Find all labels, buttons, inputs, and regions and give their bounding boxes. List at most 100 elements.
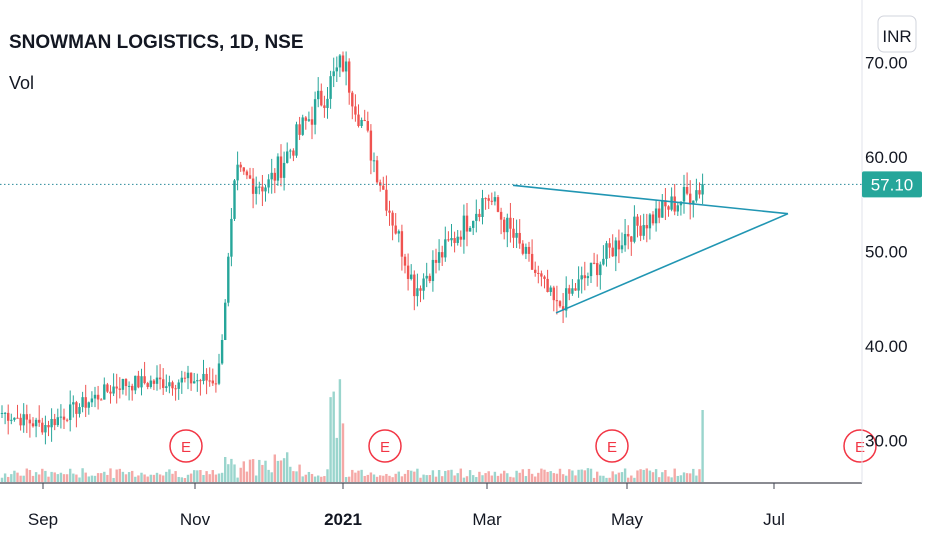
price-axis: 70.00 60.00 50.00 40.00 30.00 [865, 54, 908, 451]
volume-bar [100, 473, 103, 482]
volume-bar [555, 473, 559, 482]
volume-bar [586, 468, 590, 482]
volume-bar [344, 477, 348, 482]
candle-body [701, 184, 704, 195]
candle-body [109, 391, 112, 394]
volume-bar [242, 461, 245, 482]
chart-title: SNOWMAN LOGISTICS, 1D, NSE [9, 32, 304, 53]
volume-bar [468, 470, 472, 482]
volume-bar [332, 391, 335, 482]
volume-bar [69, 468, 72, 482]
candle-body [84, 397, 87, 408]
volume-bar [199, 470, 202, 482]
volume-bar [645, 468, 648, 482]
candle-body [459, 236, 462, 240]
volume-bar [149, 474, 152, 482]
volume-bar [481, 475, 484, 482]
volume-bar [695, 475, 698, 482]
volume-bar [602, 475, 605, 482]
volume-bar [633, 477, 636, 482]
volume-bar [270, 472, 273, 482]
volume-bar [78, 477, 81, 482]
candle-body [44, 425, 47, 433]
candle-body [664, 200, 667, 207]
candle-body [189, 372, 193, 384]
candle-body [372, 160, 376, 162]
volume-bar [304, 474, 307, 482]
price-tick-label: 70.00 [865, 54, 908, 73]
volume-bar [447, 470, 450, 482]
candle-body [298, 124, 301, 135]
volume-bar [363, 475, 366, 482]
volume-bar [537, 472, 540, 482]
candle-body [487, 198, 490, 201]
volume-bar [475, 477, 478, 482]
volume-bar [289, 466, 292, 482]
candle-body [661, 200, 664, 218]
candle-body [552, 287, 555, 301]
candle-body [59, 416, 63, 418]
candle-body [289, 150, 292, 152]
volume-bar [217, 473, 221, 482]
volume-bar [410, 470, 413, 482]
volume-bar [357, 470, 360, 482]
candle-body [385, 189, 388, 211]
candle-body [537, 272, 540, 274]
candle-body [441, 252, 444, 258]
candle-body [261, 186, 264, 192]
volume-bar [292, 471, 295, 482]
volume-bar [493, 471, 497, 482]
volume-bar [313, 476, 317, 482]
volume-bar [118, 468, 121, 482]
candle-body [41, 422, 44, 433]
volume-bar [524, 476, 528, 482]
volume-bar [676, 475, 679, 482]
candle-body [574, 288, 577, 291]
candle-body [527, 246, 531, 254]
volume-bar [258, 459, 261, 482]
volume-bar [301, 476, 304, 482]
candle-body [627, 233, 630, 237]
triangle-lower-trendline[interactable] [555, 212, 789, 314]
volume-bar [112, 477, 115, 482]
currency-button[interactable]: INR [877, 15, 917, 53]
candle-body [332, 71, 335, 77]
candle-body [391, 212, 394, 226]
volume-bar [87, 476, 90, 482]
volume-bar [171, 473, 174, 482]
candle-body [282, 162, 286, 178]
candle-body [543, 276, 546, 279]
candle-body [453, 238, 456, 243]
candle-body [558, 301, 562, 307]
volume-bar [276, 460, 280, 482]
candle-body [258, 186, 261, 188]
candle-body [354, 106, 357, 115]
volume-indicator-label[interactable]: Vol [9, 73, 34, 93]
candle-body [493, 197, 497, 202]
candle-body [419, 288, 422, 291]
volume-bar [642, 469, 645, 482]
triangle-upper-trendline[interactable] [512, 184, 789, 215]
candle-body [614, 240, 617, 257]
volume-bar [394, 473, 397, 482]
candle-body [134, 375, 137, 391]
candle-body [124, 379, 128, 387]
earnings-event-circle [368, 429, 402, 463]
volume-bar [534, 476, 537, 482]
price-tick-label: 40.00 [865, 337, 908, 356]
candle-body [93, 394, 97, 399]
candle-body [633, 216, 636, 242]
volume-bar [338, 379, 342, 482]
volume-bar [425, 475, 428, 482]
volume-bar [605, 477, 608, 482]
candle-body [568, 288, 571, 294]
candle-body [363, 119, 366, 122]
volume-bar [596, 471, 599, 482]
candle-body [245, 171, 249, 176]
time-tick-label: Mar [472, 510, 502, 529]
candle-body [388, 210, 391, 213]
candle-body [165, 386, 168, 388]
candle-body [236, 164, 239, 181]
candle-body [394, 225, 397, 234]
